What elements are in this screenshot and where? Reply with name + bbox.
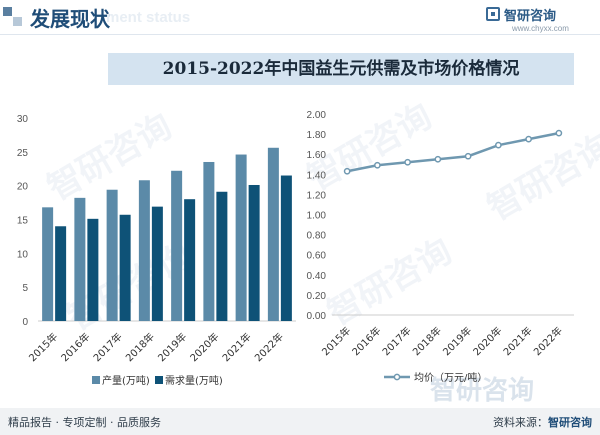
bar-demand — [151, 206, 163, 321]
price-point — [464, 152, 472, 160]
x-tick-label: 2022年 — [252, 330, 286, 364]
bar-demand — [55, 226, 67, 321]
price-series-line — [346, 131, 560, 173]
header-square-icon — [13, 17, 22, 26]
bar-demand — [216, 191, 228, 321]
x-tick-label: 2020年 — [470, 324, 504, 358]
x-tick-label: 2020年 — [187, 330, 221, 364]
y-tick-label: 1.40 — [307, 170, 327, 181]
legend-swatch — [92, 376, 100, 384]
legend-label: 需求量(万吨) — [165, 374, 223, 387]
bar-production — [267, 147, 279, 321]
y-tick-label: 10 — [17, 249, 29, 260]
price-point — [343, 167, 351, 175]
x-tick-label: 2017年 — [90, 330, 124, 364]
x-tick-label: 2015年 — [319, 324, 353, 358]
x-tick-label: 2021年 — [500, 324, 534, 358]
y-tick-label: 1.60 — [307, 150, 327, 161]
y-tick-label: 0 — [22, 317, 28, 328]
y-tick-label: 15 — [17, 216, 29, 227]
y-tick-label: 1.00 — [307, 211, 327, 222]
y-tick-label: 1.80 — [307, 130, 327, 141]
brand-site: www.chyxx.com — [512, 24, 569, 33]
x-tick-label: 2015年 — [26, 330, 60, 364]
footer-tagline: 精品报告 · 专项定制 · 品质服务 — [8, 416, 161, 429]
header-divider — [0, 34, 600, 35]
bar-production — [106, 189, 118, 321]
y-tick-label: 0.00 — [307, 311, 327, 322]
x-tick-label: 2018年 — [410, 324, 444, 358]
price-point — [525, 135, 532, 143]
bar-production — [138, 180, 150, 321]
footer: 精品报告 · 专项定制 · 品质服务 资料来源：智研咨询 — [0, 408, 600, 435]
x-tick-label: 2019年 — [155, 330, 189, 364]
bar-demand — [184, 199, 196, 321]
x-tick-label: 2019年 — [440, 324, 474, 358]
chart-title-banner: 2015-2022年中国益生元供需及市场价格情况 — [108, 53, 574, 85]
legend-label: 产量(万吨) — [102, 374, 150, 387]
source-brand: 智研咨询 — [548, 416, 592, 429]
bar-demand — [119, 214, 131, 321]
y-tick-label: 20 — [17, 182, 29, 193]
price-point — [495, 141, 502, 149]
price-point — [404, 158, 411, 166]
section-subtitle: ment status — [106, 9, 191, 26]
footer-source: 资料来源：智研咨询 — [493, 414, 592, 430]
y-tick-label: 2.00 — [307, 110, 327, 121]
section-title: 发展现状 — [30, 7, 110, 31]
price-point — [555, 129, 563, 137]
x-tick-label: 2022年 — [531, 324, 565, 358]
y-tick-label: 5 — [22, 283, 28, 294]
bar-demand — [87, 218, 99, 321]
x-tick-label: 2016年 — [58, 330, 92, 364]
bar-production — [235, 154, 247, 321]
bar-production — [42, 207, 54, 321]
bar-production — [171, 170, 183, 321]
x-tick-label: 2021年 — [219, 330, 253, 364]
bar-demand — [280, 175, 292, 321]
legend-marker — [393, 373, 401, 381]
y-tick-label: 0.40 — [307, 271, 327, 282]
y-tick-label: 0.60 — [307, 251, 327, 262]
y-tick-label: 30 — [17, 114, 29, 125]
page-header: 发展现状 ment status 智研咨询 www.chyxx.com — [0, 0, 600, 36]
x-tick-label: 2017年 — [379, 324, 413, 358]
header-square-icon — [3, 7, 12, 16]
price-point — [434, 155, 442, 163]
x-tick-label: 2016年 — [349, 324, 383, 358]
y-tick-label: 1.20 — [307, 190, 327, 201]
source-label: 资料来源： — [493, 416, 548, 429]
price-point — [374, 161, 381, 169]
legend-swatch — [155, 376, 163, 384]
legend-label: 均价（万元/吨） — [414, 371, 487, 384]
brand-name: 智研咨询 — [504, 9, 557, 24]
y-tick-label: 0.80 — [307, 231, 327, 242]
brand-logo-icon — [486, 7, 500, 21]
bar-demand — [248, 184, 260, 321]
bar-production — [203, 161, 215, 321]
y-tick-label: 0.20 — [307, 291, 327, 302]
bar-production — [74, 197, 86, 321]
line-chart: 0.00 0.20 0.40 0.60 0.80 1.00 1.20 1.40 1.60 1.80… — [307, 110, 574, 384]
x-tick-label: 2018年 — [123, 330, 157, 364]
y-tick-label: 25 — [17, 148, 29, 159]
